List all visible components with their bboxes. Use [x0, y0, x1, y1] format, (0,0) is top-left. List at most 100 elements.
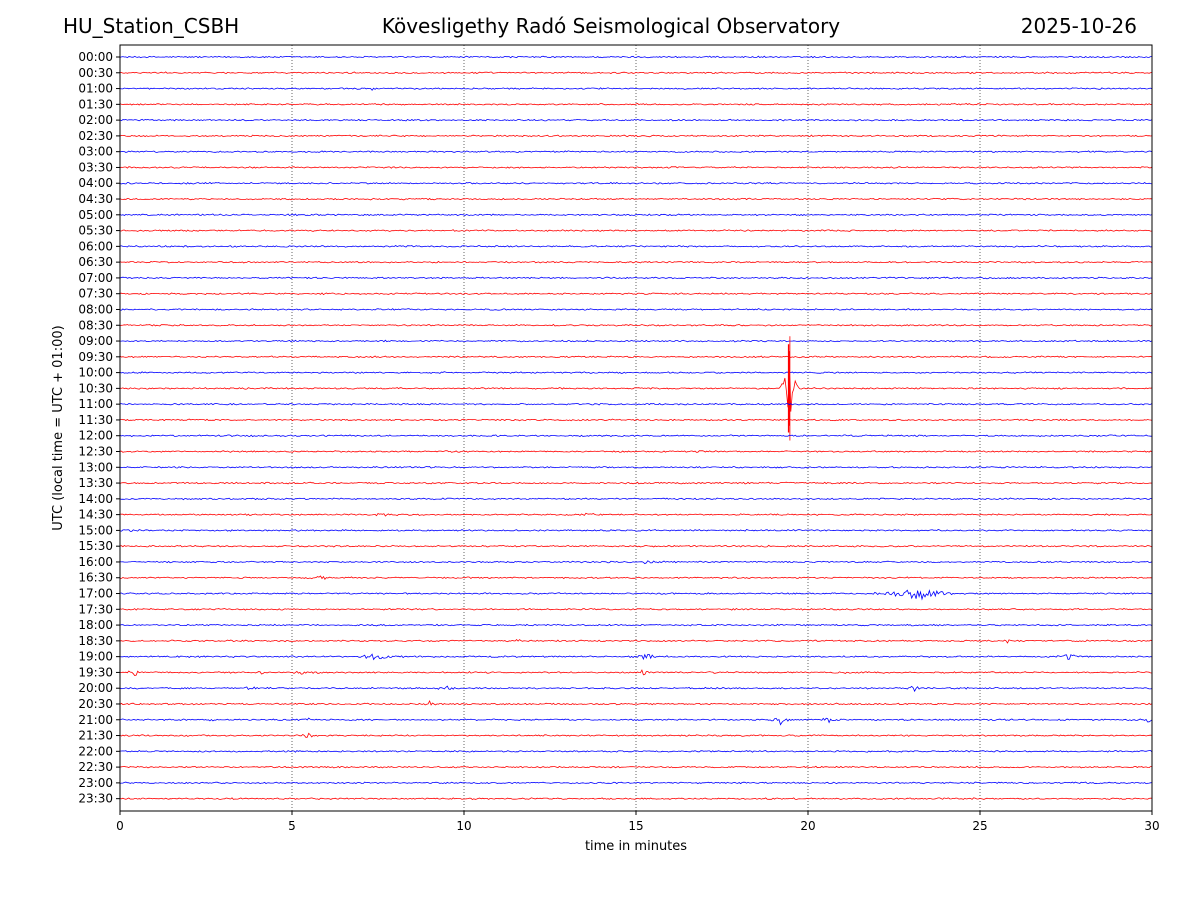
- y-tick-label: 02:30: [78, 129, 113, 143]
- trace-2000: [119, 685, 1153, 693]
- y-tick-label: 04:00: [78, 176, 113, 190]
- y-tick-label: 22:00: [78, 744, 113, 758]
- trace-0130: [119, 103, 1153, 106]
- y-tick-label: 08:30: [78, 318, 113, 332]
- y-tick-label: 16:00: [78, 555, 113, 569]
- trace-0730: [119, 292, 1152, 296]
- y-tick-label: 14:30: [78, 508, 113, 522]
- y-tick-label: 19:30: [78, 665, 113, 679]
- y-tick-label: 12:00: [78, 429, 113, 443]
- y-tick-label: 15:30: [78, 539, 113, 553]
- y-tick-label: 08:00: [78, 302, 113, 316]
- trace-0830: [119, 323, 1153, 327]
- y-tick-label: 14:00: [78, 492, 113, 506]
- trace-2230: [119, 765, 1152, 769]
- trace-2200: [119, 750, 1153, 753]
- y-tick-label: 15:00: [78, 523, 113, 537]
- y-tick-label: 17:00: [78, 587, 113, 601]
- y-tick-label: 13:30: [78, 476, 113, 490]
- trace-0930: [119, 355, 1153, 359]
- y-tick-label: 22:30: [78, 760, 113, 774]
- trace-1300: [119, 465, 1153, 469]
- trace-0530: [119, 229, 1152, 232]
- y-tick-label: 16:30: [78, 571, 113, 585]
- y-tick-label: 03:00: [78, 145, 113, 159]
- trace-1800: [119, 623, 1153, 627]
- y-tick-label: 03:30: [78, 160, 113, 174]
- trace-2030: [119, 700, 1153, 706]
- y-tick-label: 21:30: [78, 729, 113, 743]
- y-tick-label: 02:00: [78, 113, 113, 127]
- trace-0630: [119, 260, 1153, 264]
- y-tick-label: 09:30: [78, 350, 113, 364]
- y-tick-label: 10:30: [78, 381, 113, 395]
- y-tick-label: 00:30: [78, 66, 113, 80]
- y-tick-label: 18:30: [78, 634, 113, 648]
- trace-2100: [119, 717, 1153, 726]
- trace-1630: [119, 575, 1153, 581]
- y-tick-label: 20:00: [78, 681, 113, 695]
- y-tick-label: 23:30: [78, 792, 113, 806]
- y-tick-label: 01:00: [78, 82, 113, 96]
- y-tick-label: 18:00: [78, 618, 113, 632]
- trace-1000: [119, 371, 1153, 374]
- trace-1030: [119, 336, 1153, 441]
- x-tick-label: 15: [628, 819, 643, 833]
- trace-1330: [119, 481, 1153, 485]
- trace-0430: [119, 197, 1153, 201]
- x-tick-label: 0: [116, 819, 124, 833]
- x-tick-label: 20: [800, 819, 815, 833]
- y-tick-label: 11:30: [78, 413, 113, 427]
- y-tick-label: 23:00: [78, 776, 113, 790]
- trace-0600: [119, 245, 1153, 248]
- chart-date: 2025-10-26: [1020, 14, 1137, 38]
- trace-1930: [120, 669, 1153, 676]
- y-tick-label: 09:00: [78, 334, 113, 348]
- x-tick-label: 25: [972, 819, 987, 833]
- x-axis: 0 5 10 15 20 25 30: [116, 811, 1160, 833]
- trace-1700: [119, 589, 1153, 601]
- chart-title: Kövesligethy Radó Seismological Observat…: [381, 14, 841, 38]
- trace-0700: [119, 276, 1153, 280]
- y-tick-label: 12:30: [78, 445, 113, 459]
- trace-1900: [119, 653, 1153, 661]
- trace-1230: [119, 450, 1153, 453]
- y-axis-label: UTC (local time = UTC + 01:00): [51, 325, 66, 530]
- y-tick-label: 11:00: [78, 397, 113, 411]
- y-tick-label: 04:30: [78, 192, 113, 206]
- trace-0030: [119, 71, 1153, 75]
- trace-0200: [119, 118, 1153, 122]
- y-tick-label: 07:30: [78, 287, 113, 301]
- trace-0800: [119, 308, 1153, 311]
- trace-2300: [119, 781, 1153, 785]
- trace-0400: [119, 181, 1153, 185]
- y-tick-label: 01:30: [78, 97, 113, 111]
- trace-1600: [119, 560, 1153, 565]
- station-name: HU_Station_CSBH: [63, 14, 240, 38]
- trace-0100: [119, 87, 1153, 91]
- trace-0000: [119, 55, 1152, 59]
- x-axis-label: time in minutes: [585, 839, 687, 854]
- trace-1130: [120, 418, 1153, 422]
- trace-0300: [119, 150, 1153, 153]
- trace-1400: [119, 497, 1153, 501]
- y-tick-label: 06:30: [78, 255, 113, 269]
- y-tick-label: 17:30: [78, 602, 113, 616]
- trace-2130: [119, 732, 1153, 738]
- x-tick-label: 30: [1144, 819, 1159, 833]
- y-tick-label: 05:00: [78, 208, 113, 222]
- trace-1730: [119, 608, 1153, 611]
- trace-0230: [119, 134, 1153, 138]
- trace-0330: [119, 166, 1153, 169]
- y-tick-label: 05:30: [78, 224, 113, 238]
- y-tick-label: 07:00: [78, 271, 113, 285]
- grid-layer: [291, 45, 981, 811]
- trace-1430: [119, 512, 1153, 517]
- y-tick-label: 13:00: [78, 460, 113, 474]
- x-tick-label: 10: [456, 819, 471, 833]
- y-tick-label: 19:00: [78, 650, 113, 664]
- y-tick-label: 06:00: [78, 239, 113, 253]
- trace-1530: [119, 544, 1153, 548]
